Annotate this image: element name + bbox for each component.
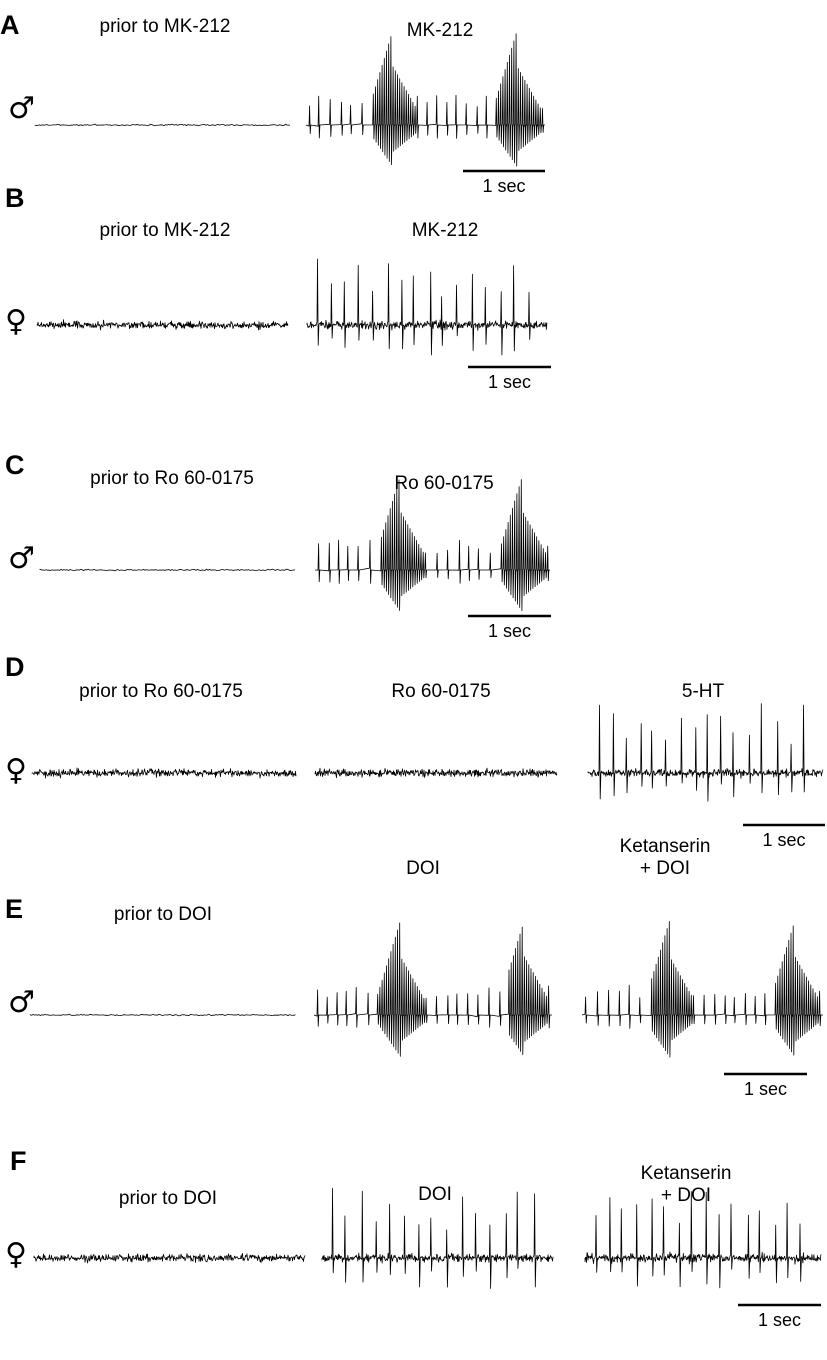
trace-label-c1: prior to Ro 60-0175 — [90, 468, 254, 489]
trace-label-c2: Ro 60-0175 — [394, 473, 494, 494]
trace-c1 — [39, 568, 296, 572]
male-symbol-icon: ♂ — [8, 91, 35, 126]
trace-label-f2: DOI — [418, 1184, 452, 1205]
scale-bar-label-b: 1 sec — [487, 372, 532, 392]
trace-b2 — [306, 258, 548, 356]
trace-label-d2: Ro 60-0175 — [391, 681, 491, 702]
trace-b1 — [36, 319, 289, 331]
male-symbol-icon: ♂ — [8, 985, 35, 1020]
trace-label-e3: Ketanserin + DOI — [619, 836, 711, 879]
trace-d1 — [31, 767, 297, 779]
trace-f2 — [321, 1187, 554, 1289]
trace-a2 — [305, 33, 545, 167]
female-symbol-icon: ♀ — [5, 304, 27, 339]
trace-label-a1: prior to MK-212 — [99, 16, 231, 37]
trace-label-f1: prior to DOI — [118, 1188, 218, 1209]
scale-bar-label-c: 1 sec — [487, 621, 532, 641]
scale-bar-label-e: 1 sec — [743, 1079, 788, 1099]
trace-f3 — [584, 1191, 822, 1289]
panel-letter-f: F — [10, 1146, 27, 1176]
trace-label-e2: DOI — [406, 858, 440, 879]
scale-bar-label-a: 1 sec — [482, 176, 526, 196]
female-symbol-icon: ♀ — [5, 1237, 27, 1272]
trace-label-a2: MK-212 — [406, 20, 474, 41]
trace-a1 — [34, 123, 291, 127]
panel-letter-c: C — [5, 450, 25, 480]
panel-letter-b: B — [5, 183, 25, 213]
trace-label-b2: MK-212 — [411, 220, 479, 241]
trace-label-d3: 5-HT — [681, 681, 725, 702]
trace-d3 — [587, 703, 824, 802]
scale-bar-label-d: 1 sec — [762, 830, 806, 850]
trace-f1 — [33, 1252, 306, 1264]
male-symbol-icon: ♂ — [8, 541, 35, 576]
trace-label-b1: prior to MK-212 — [99, 220, 231, 241]
trace-c2 — [314, 479, 550, 612]
trace-label-e1: prior to DOI — [113, 904, 213, 925]
trace-e2 — [313, 922, 552, 1057]
trace-label-d1: prior to Ro 60-0175 — [79, 681, 243, 702]
panel-letter-a: A — [0, 10, 20, 40]
trace-e3 — [581, 921, 823, 1058]
trace-label-f3: Ketanserin + DOI — [640, 1163, 732, 1206]
panel-letter-d: D — [5, 652, 25, 682]
female-symbol-icon: ♀ — [5, 753, 27, 788]
scale-bar-label-f: 1 sec — [757, 1310, 802, 1330]
panel-letter-e: E — [5, 894, 24, 924]
trace-e1 — [29, 1013, 296, 1017]
trace-d2 — [314, 767, 558, 779]
